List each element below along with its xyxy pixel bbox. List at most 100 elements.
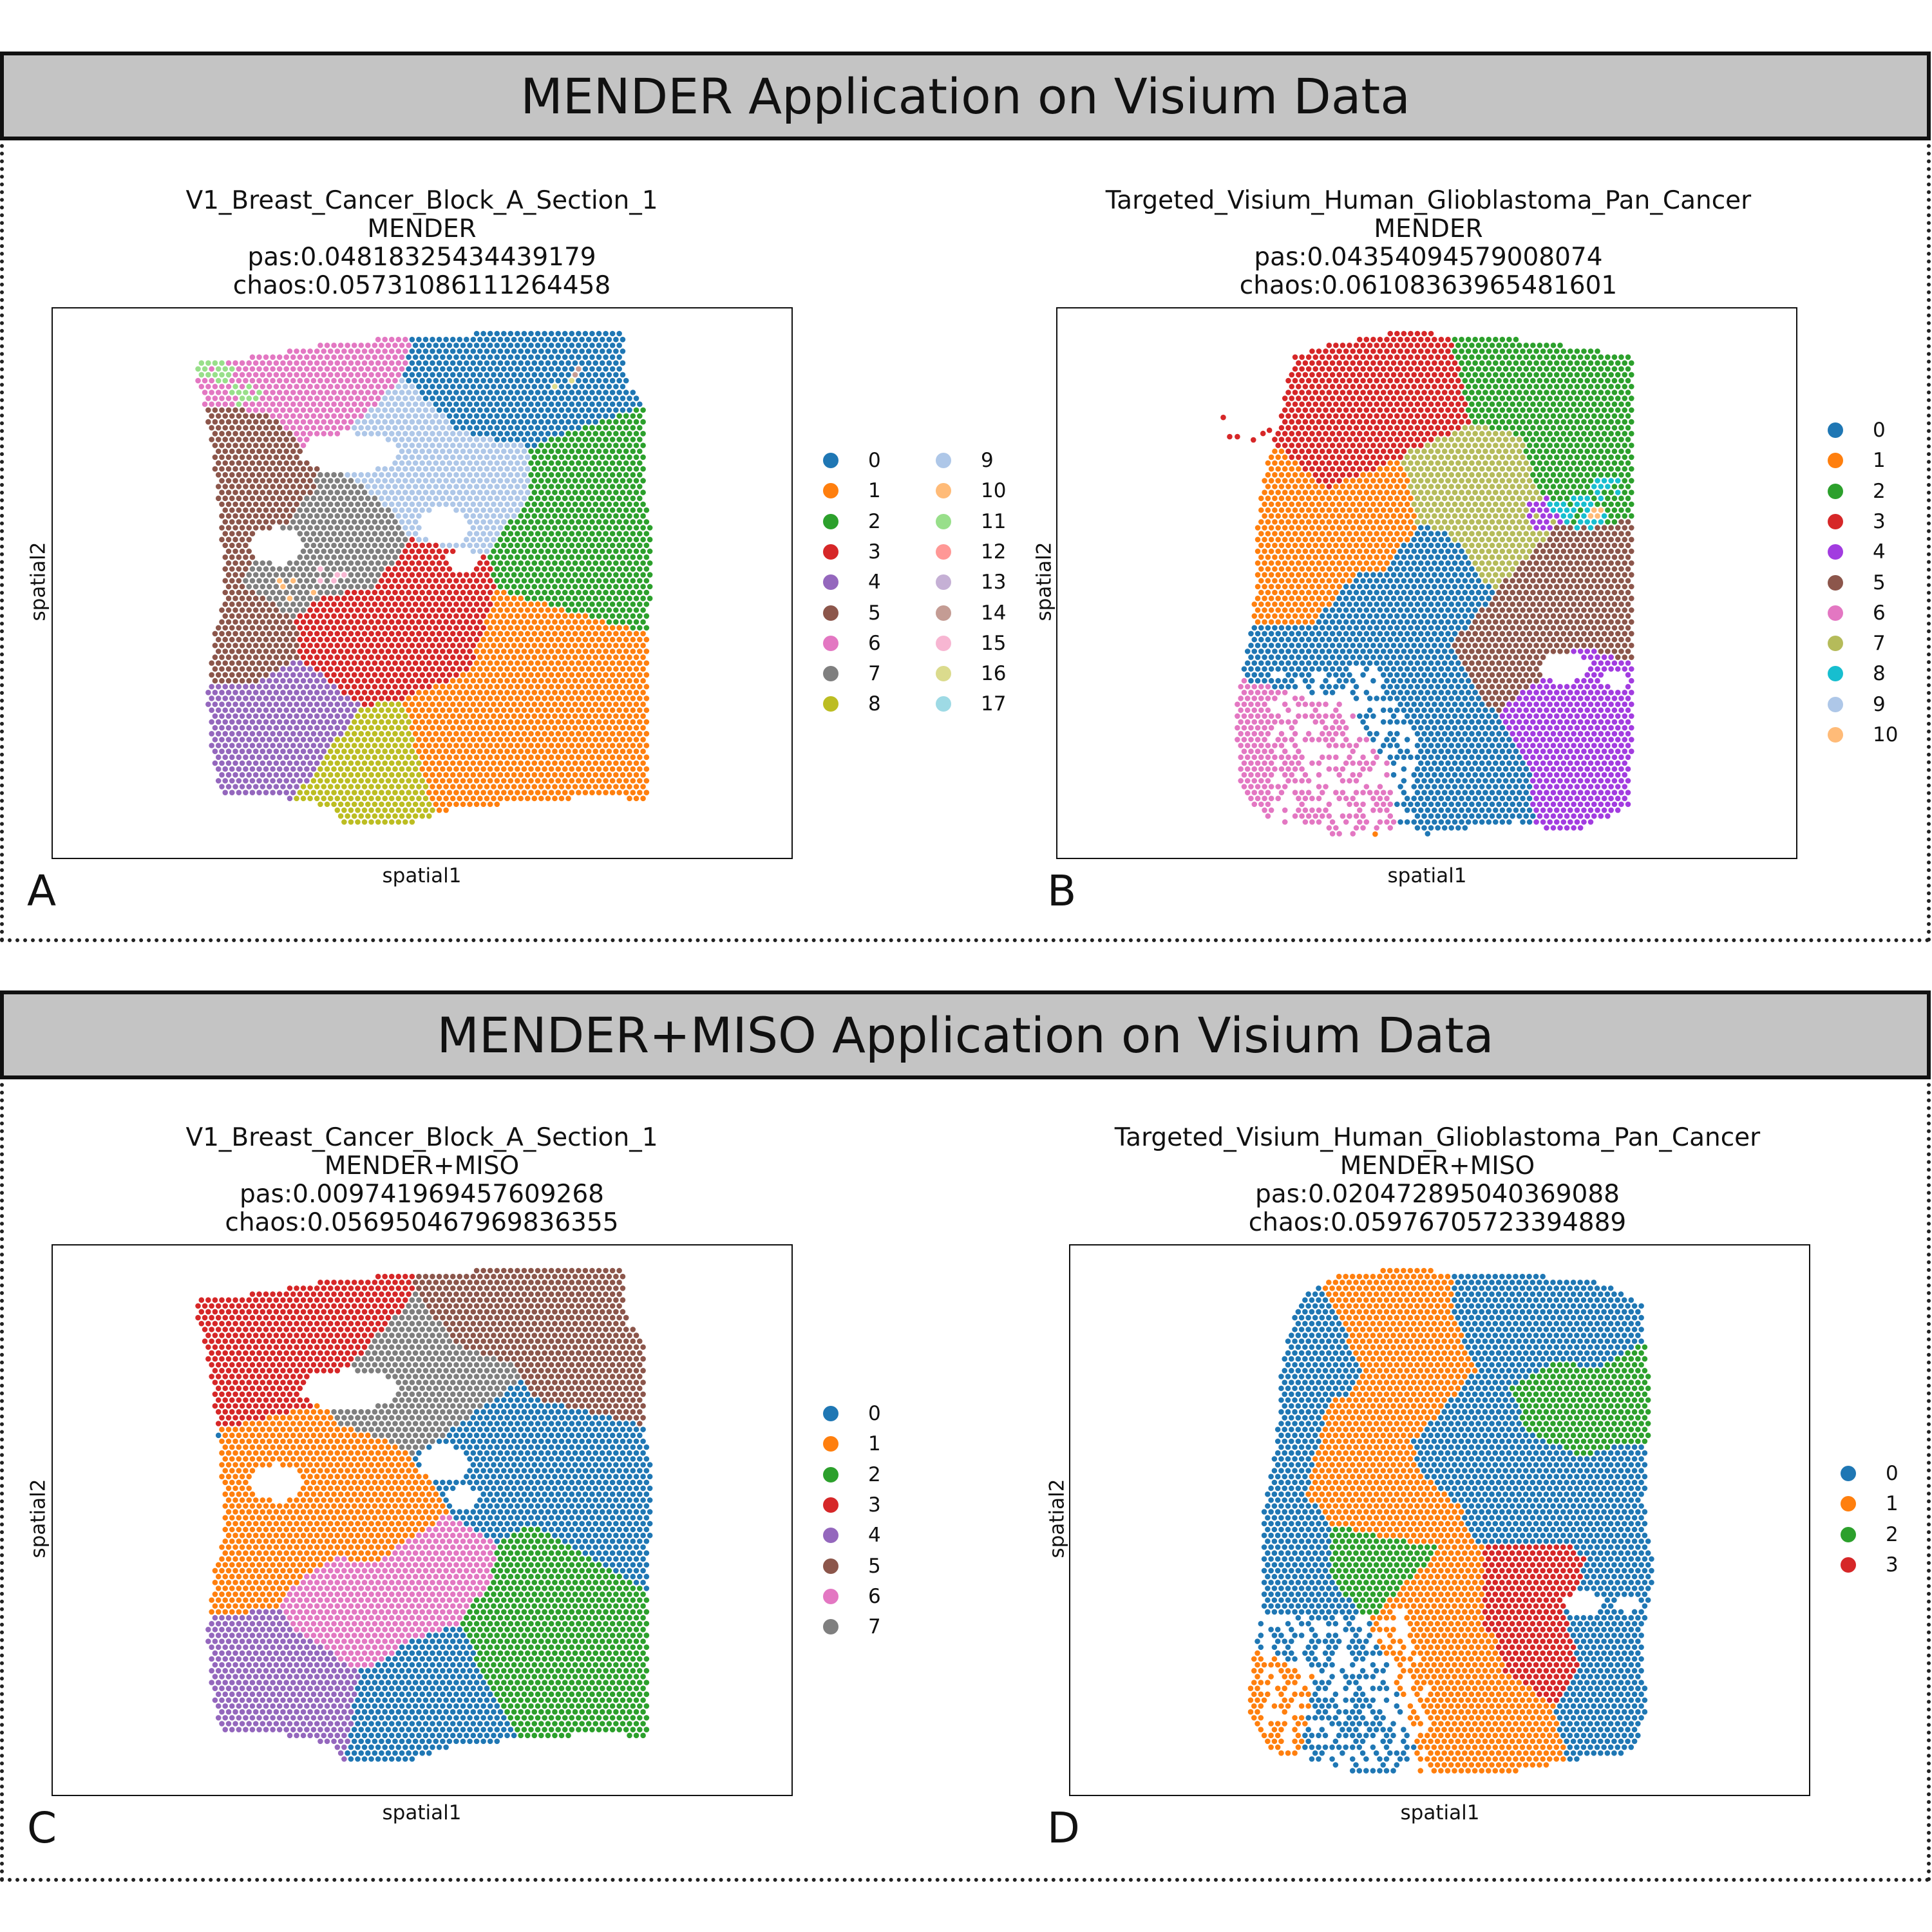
spot-point — [267, 407, 272, 413]
spot-point — [627, 713, 632, 719]
spot-point — [361, 724, 368, 731]
spot-point — [314, 607, 320, 613]
spot-point — [467, 460, 473, 466]
spot-point — [409, 431, 415, 437]
spot-point — [430, 595, 435, 601]
spot-point — [209, 731, 214, 737]
spot-point — [345, 519, 350, 525]
spot-point — [267, 784, 272, 790]
spot-point — [637, 766, 643, 772]
spot-point — [409, 772, 415, 778]
spot-point — [630, 589, 636, 596]
panel-a-title-line-1: V1_Breast_Cancer_Block_A_Section_1 — [185, 186, 658, 215]
spot-point — [463, 583, 469, 590]
spot-point — [440, 377, 446, 384]
spot-point — [507, 390, 514, 395]
spot-point — [297, 507, 303, 513]
spot-point — [219, 619, 225, 625]
spot-point — [263, 743, 269, 748]
spot-point — [446, 731, 453, 737]
spot-point — [409, 595, 415, 601]
spot-point — [528, 696, 534, 701]
spot-point — [487, 484, 493, 489]
spot-point — [297, 672, 303, 678]
spot-point — [270, 790, 276, 795]
spot-point — [555, 437, 561, 442]
spot-point — [219, 536, 225, 543]
spot-point — [341, 748, 347, 754]
panel-a-title-line-4: chaos:0.05731086111264458 — [232, 271, 611, 300]
spot-point — [627, 583, 632, 590]
spot-point — [1360, 342, 1366, 348]
spot-point — [334, 525, 341, 531]
spot-point — [484, 560, 490, 566]
legend-marker — [823, 666, 838, 682]
spot-point — [507, 778, 514, 784]
spot-point — [379, 472, 384, 478]
spot-point — [422, 442, 429, 448]
spot-point — [351, 519, 357, 525]
spot-point — [446, 413, 453, 419]
spot-point — [215, 683, 222, 690]
spot-point — [337, 354, 344, 360]
spot-point — [463, 595, 469, 601]
spot-point — [402, 583, 408, 590]
spot-point — [307, 677, 313, 684]
spot-point — [484, 654, 490, 660]
spot-point — [368, 383, 374, 390]
spot-point — [484, 713, 490, 719]
spot-point — [276, 366, 283, 372]
spot-point — [609, 672, 616, 678]
spot-point — [310, 601, 317, 607]
spot-point — [382, 489, 388, 495]
spot-point — [569, 696, 575, 701]
spot-point — [267, 677, 272, 684]
spot-point — [375, 819, 381, 825]
spot-point — [606, 784, 612, 790]
spot-point — [538, 572, 544, 578]
spot-point — [392, 578, 398, 583]
spot-point — [579, 560, 585, 566]
spot-point — [280, 525, 286, 531]
spot-point — [225, 748, 232, 754]
spot-point — [1428, 330, 1434, 337]
spot-point — [243, 377, 249, 384]
spot-point — [345, 601, 350, 607]
spot-point — [538, 548, 544, 554]
spot-point — [324, 636, 330, 643]
spot-point — [565, 619, 571, 625]
spot-point — [365, 731, 371, 737]
spot-point — [314, 348, 320, 354]
spot-point — [623, 613, 629, 619]
spot-point — [620, 548, 626, 554]
spot-point — [572, 701, 578, 707]
spot-point — [572, 419, 578, 425]
spot-point — [232, 772, 238, 778]
spot-point — [630, 696, 636, 701]
spot-point — [430, 454, 435, 460]
spot-point — [457, 454, 463, 460]
spot-point — [368, 690, 374, 696]
spot-point — [212, 677, 218, 684]
spot-point — [477, 548, 483, 554]
spot-point — [270, 719, 276, 725]
spot-point — [365, 672, 371, 678]
spot-point — [565, 560, 571, 566]
spot-point — [528, 448, 534, 455]
spot-point — [243, 554, 249, 560]
spot-point — [477, 642, 483, 649]
spot-point — [592, 501, 599, 507]
spot-point — [375, 772, 381, 778]
spot-point — [555, 743, 561, 748]
spot-point — [579, 383, 585, 390]
spot-point — [528, 636, 534, 643]
spot-point — [589, 766, 595, 772]
spot-point — [402, 372, 408, 378]
spot-point — [307, 595, 313, 601]
spot-point — [334, 807, 341, 813]
spot-point — [497, 690, 504, 696]
spot-point — [558, 690, 565, 696]
spot-point — [446, 377, 453, 384]
spot-point — [440, 801, 446, 808]
spot-point — [460, 377, 466, 384]
